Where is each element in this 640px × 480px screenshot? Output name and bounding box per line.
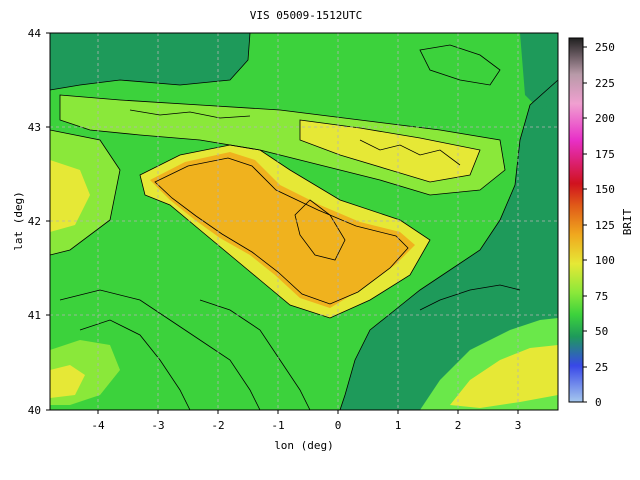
pyrenees-peaks <box>300 120 480 182</box>
x-axis-label: lon (deg) <box>274 439 334 452</box>
bay-of-biscay-sea <box>50 33 250 90</box>
x-tick-label: 3 <box>515 419 522 432</box>
colorbar-tick-label: 0 <box>595 396 602 409</box>
colorbar-tick-label: 25 <box>595 361 608 374</box>
ebro-basin-orange <box>150 152 415 308</box>
gulf-of-lion-sea <box>520 33 558 110</box>
colorbar-tick-label: 175 <box>595 148 615 161</box>
y-tick-label: 40 <box>28 404 41 417</box>
y-tick-label: 43 <box>28 121 41 134</box>
x-tick-label: 2 <box>455 419 462 432</box>
contour-lines <box>50 33 558 410</box>
colorbar-tick-label: 50 <box>595 325 608 338</box>
colorbar-tick-label: 125 <box>595 219 615 232</box>
x-tick-label: -2 <box>211 419 224 432</box>
colorbar-tick-label: 100 <box>595 254 615 267</box>
grid-lines <box>50 33 558 410</box>
x-tick-label: 1 <box>395 419 402 432</box>
brightness-field <box>50 33 558 410</box>
colorbar-tick-labels: 250 225 200 175 150 125 100 75 50 25 0 <box>595 41 615 409</box>
y-tick-label: 44 <box>28 27 42 40</box>
southwest-bright-patch <box>50 365 85 398</box>
colorbar-tick-label: 225 <box>595 77 615 90</box>
x-tick-label: -3 <box>151 419 164 432</box>
colorbar <box>568 37 584 403</box>
x-tick-label: -4 <box>91 419 105 432</box>
map-title: VIS 05009-1512UTC <box>250 9 363 22</box>
y-ticks <box>46 32 50 411</box>
x-tick-label: -1 <box>271 419 284 432</box>
colorbar-tick-label: 150 <box>595 183 615 196</box>
colorbar-ticks <box>583 46 587 403</box>
x-tick-label: 0 <box>335 419 342 432</box>
y-tick-labels: 44 43 42 41 40 <box>28 27 42 417</box>
colorbar-label: BRIT <box>621 208 634 235</box>
y-tick-label: 41 <box>28 309 41 322</box>
colorbar-tick-label: 75 <box>595 290 608 303</box>
coastal-cloud-yellow <box>450 345 558 408</box>
x-ticks <box>97 410 519 414</box>
mediterranean-sea <box>340 80 558 410</box>
colorbar-tick-label: 250 <box>595 41 615 54</box>
colorbar-tick-label: 200 <box>595 112 615 125</box>
x-tick-labels: -4 -3 -2 -1 0 1 2 3 <box>91 419 521 432</box>
west-yellow-zone <box>50 160 90 232</box>
y-axis-label: lat (deg) <box>12 191 25 251</box>
y-tick-label: 42 <box>28 215 41 228</box>
